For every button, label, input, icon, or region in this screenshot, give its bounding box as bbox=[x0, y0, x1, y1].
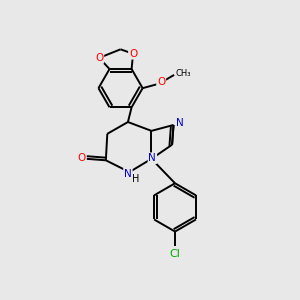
Text: H: H bbox=[133, 174, 140, 184]
Text: O: O bbox=[95, 53, 103, 63]
Text: N: N bbox=[124, 169, 132, 178]
Text: O: O bbox=[129, 49, 137, 59]
Text: CH₃: CH₃ bbox=[176, 69, 191, 78]
Text: O: O bbox=[157, 77, 165, 87]
Text: Cl: Cl bbox=[169, 249, 181, 259]
Text: N: N bbox=[176, 118, 184, 128]
Text: N: N bbox=[148, 153, 156, 163]
Text: O: O bbox=[77, 153, 86, 163]
